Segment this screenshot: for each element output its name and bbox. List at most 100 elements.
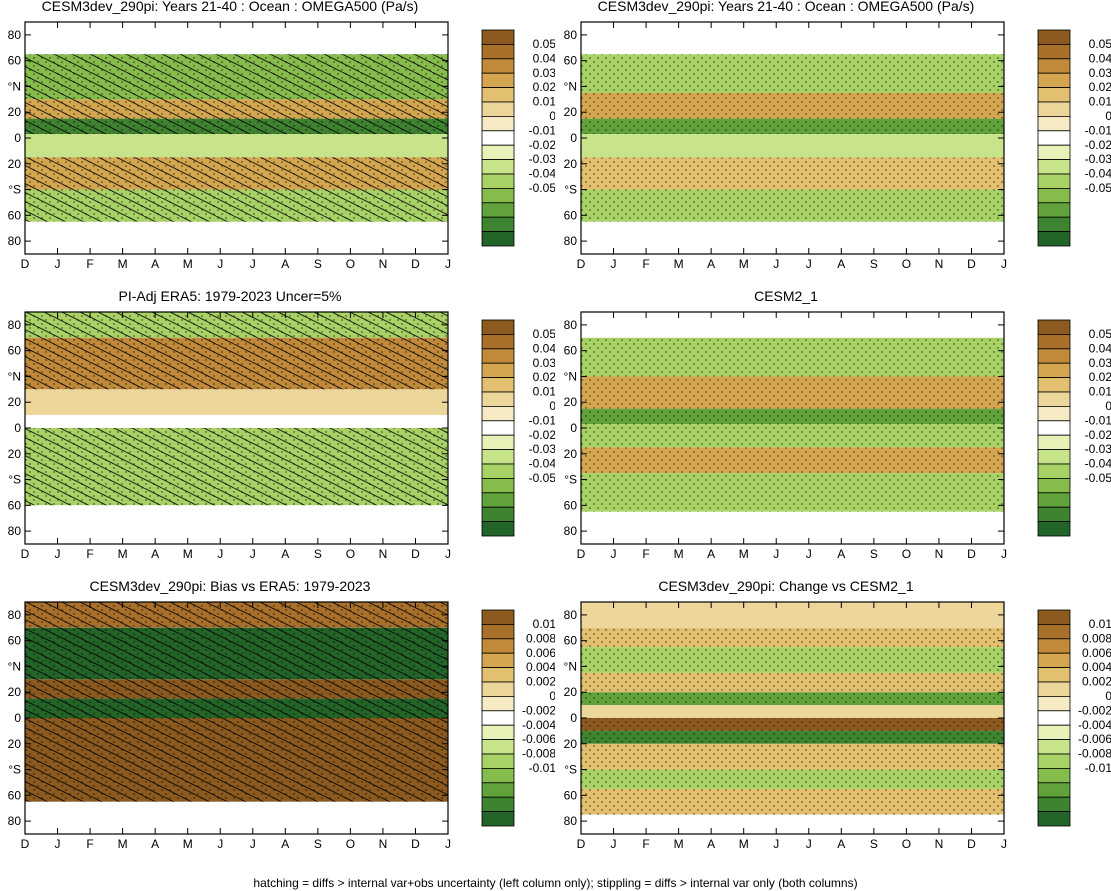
colorbar-segment bbox=[481, 506, 515, 522]
colorbar-segment bbox=[1037, 609, 1071, 625]
x-tick-label: M bbox=[183, 547, 193, 561]
colorbar-segment bbox=[1037, 58, 1071, 74]
colorbar-segment bbox=[1037, 29, 1071, 45]
colorbar-label: -0.01 bbox=[529, 123, 555, 137]
colorbar-segment bbox=[481, 609, 515, 625]
colorbar-segment bbox=[1037, 44, 1071, 60]
y-tick-label: 0 bbox=[14, 421, 21, 435]
x-tick-label: M bbox=[739, 837, 749, 851]
hatching bbox=[25, 118, 448, 135]
y-tick-label: 80 bbox=[8, 524, 22, 538]
y-tick-label: °N bbox=[564, 79, 577, 93]
y-tick-label: 20 bbox=[564, 395, 578, 409]
y-tick-label: 20 bbox=[8, 737, 22, 751]
colorbar-label: -0.004 bbox=[522, 718, 555, 732]
x-tick-label: D bbox=[21, 257, 30, 271]
y-tick-label: 60 bbox=[8, 208, 22, 222]
x-tick-label: S bbox=[870, 547, 878, 561]
x-tick-label: J bbox=[250, 257, 256, 271]
x-tick-label: S bbox=[314, 837, 322, 851]
hatching bbox=[25, 54, 448, 100]
colorbar-label: -0.03 bbox=[529, 152, 555, 166]
colorbar-segment bbox=[1037, 739, 1071, 755]
x-tick-label: A bbox=[707, 257, 715, 271]
x-tick-label: S bbox=[870, 257, 878, 271]
colorbar-label: 0.002 bbox=[526, 675, 555, 689]
colorbar-segment bbox=[481, 434, 515, 450]
x-tick-label: A bbox=[281, 547, 289, 561]
colorbar-segment bbox=[481, 449, 515, 465]
colorbar-label: 0.004 bbox=[526, 660, 555, 674]
x-tick-label: D bbox=[21, 547, 30, 561]
colorbar-label: -0.002 bbox=[522, 703, 555, 717]
x-tick-label: O bbox=[902, 837, 911, 851]
colorbar-segment bbox=[1037, 173, 1071, 189]
colorbar-label: -0.04 bbox=[1085, 167, 1111, 181]
y-tick-label: 60 bbox=[564, 344, 578, 358]
colorbar-label: -0.03 bbox=[1085, 442, 1111, 456]
x-tick-label: J bbox=[806, 837, 812, 851]
colorbar-label: -0.02 bbox=[529, 138, 555, 152]
colorbar-label: -0.03 bbox=[1085, 152, 1111, 166]
y-tick-label: 20 bbox=[564, 685, 578, 699]
hatching bbox=[25, 698, 448, 718]
x-tick-label: D bbox=[411, 257, 420, 271]
x-tick-label: J bbox=[611, 547, 617, 561]
x-tick-label: A bbox=[151, 837, 159, 851]
colorbar-label: -0.02 bbox=[1085, 138, 1111, 152]
y-tick-label: 60 bbox=[564, 498, 578, 512]
colorbar-label: 0.02 bbox=[533, 80, 555, 94]
y-tick-label: °N bbox=[564, 659, 577, 673]
data-band bbox=[581, 312, 1004, 338]
y-tick-label: 60 bbox=[8, 634, 22, 648]
colorbar-label: 0.01 bbox=[533, 617, 555, 631]
panel-title: CESM3dev_290pi: Years 21-40 : Ocean : OM… bbox=[41, 0, 419, 14]
y-tick-label: 60 bbox=[8, 498, 22, 512]
data-band bbox=[581, 221, 1004, 254]
data-band bbox=[581, 511, 1004, 544]
colorbar-label: -0.05 bbox=[529, 181, 555, 195]
y-tick-label: 80 bbox=[564, 524, 578, 538]
y-tick-label: 20 bbox=[564, 105, 578, 119]
y-tick-label: °S bbox=[8, 763, 21, 777]
colorbar-segment bbox=[1037, 334, 1071, 350]
x-tick-label: D bbox=[967, 837, 976, 851]
colorbar-label: 0 bbox=[549, 399, 555, 413]
x-tick-label: F bbox=[642, 837, 649, 851]
x-tick-label: A bbox=[151, 547, 159, 561]
hatching bbox=[25, 157, 448, 190]
x-tick-label: A bbox=[837, 257, 845, 271]
colorbar-segment bbox=[481, 87, 515, 103]
colorbar-label: 0 bbox=[549, 109, 555, 123]
x-tick-label: J bbox=[445, 257, 451, 271]
x-tick-label: F bbox=[86, 547, 93, 561]
y-tick-label: °S bbox=[564, 473, 577, 487]
x-tick-label: D bbox=[967, 547, 976, 561]
data-band bbox=[581, 134, 1004, 158]
hatching bbox=[25, 718, 448, 802]
data-band bbox=[25, 389, 448, 416]
y-tick-label: 20 bbox=[564, 447, 578, 461]
x-tick-label: M bbox=[183, 837, 193, 851]
colorbar-segment bbox=[1037, 362, 1071, 378]
colorbar-label: 0.04 bbox=[533, 341, 555, 355]
colorbar-segment bbox=[481, 101, 515, 117]
colorbar-label: 0.04 bbox=[533, 51, 555, 65]
panel-title: PI-Adj ERA5: 1979-2023 Uncer=5% bbox=[118, 288, 342, 304]
y-tick-label: °N bbox=[564, 369, 577, 383]
heatmap-chart: D J F M A M J J A S O N D J 80 60 °N 20 0 20 °S 60 80 0.010.008… bbox=[8, 601, 556, 851]
x-tick-label: O bbox=[346, 837, 355, 851]
panel-title: CESM2_1 bbox=[754, 288, 818, 304]
colorbar-label: 0.006 bbox=[526, 646, 555, 660]
colorbar-label: -0.04 bbox=[1085, 457, 1111, 471]
colorbar-label: -0.004 bbox=[1078, 718, 1111, 732]
x-tick-label: M bbox=[674, 837, 684, 851]
colorbar-label: -0.04 bbox=[529, 167, 555, 181]
colorbar-label: 0.004 bbox=[1082, 660, 1111, 674]
y-tick-label: 0 bbox=[14, 131, 21, 145]
colorbar-label: -0.05 bbox=[1085, 471, 1111, 485]
colorbar-segment bbox=[1037, 377, 1071, 393]
colorbar-label: -0.002 bbox=[1078, 703, 1111, 717]
x-tick-label: A bbox=[707, 547, 715, 561]
x-tick-label: J bbox=[250, 837, 256, 851]
